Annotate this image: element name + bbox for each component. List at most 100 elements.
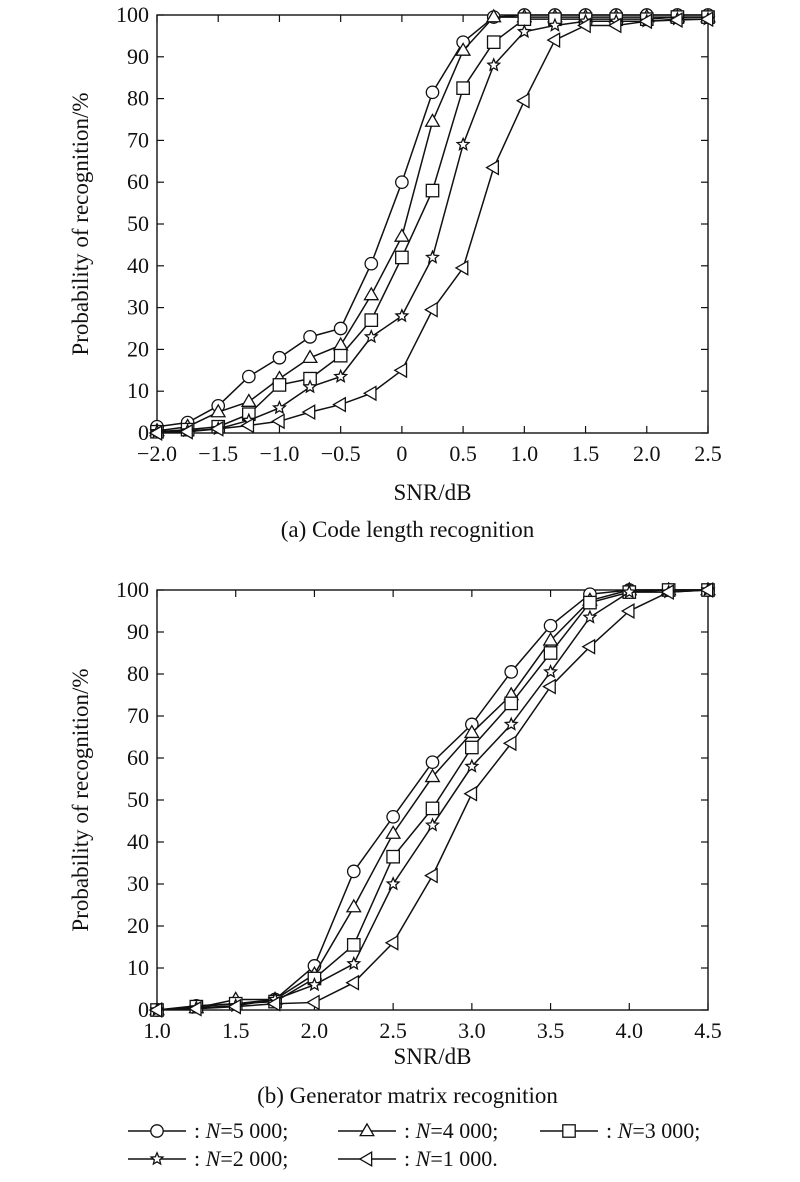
legend-entry: : N=5 000; [128, 1118, 288, 1143]
x-tick-label: 4.0 [616, 1018, 644, 1043]
data-point [464, 758, 480, 773]
data-point [543, 646, 558, 660]
y-tick-label: 30 [127, 871, 149, 896]
y-tick-label: 40 [127, 829, 149, 854]
data-point [486, 35, 501, 50]
data-point [485, 159, 500, 176]
data-point [455, 136, 471, 151]
y-tick-label: 60 [127, 745, 149, 770]
y-tick-label: 50 [127, 211, 149, 236]
data-point [333, 368, 349, 383]
data-point [303, 330, 317, 344]
legend-entry: : N=2 000; [128, 1146, 288, 1171]
data-point [363, 286, 380, 301]
series-square [150, 10, 715, 439]
data-point [395, 175, 409, 190]
data-point [607, 17, 622, 34]
legend-value: =4 000; [430, 1118, 498, 1143]
data-point [486, 57, 502, 72]
x-tick-label: 2.5 [694, 441, 722, 466]
series-line [156, 16, 708, 432]
data-point [424, 301, 438, 318]
data-point [346, 955, 362, 971]
data-point [425, 183, 440, 198]
data-point [306, 994, 320, 1011]
data-point [272, 350, 287, 365]
legend: : N=5 000;: N=4 000;: N=3 000;: N=2 000;… [128, 1118, 700, 1171]
series-line [156, 16, 708, 433]
data-point [577, 17, 591, 34]
data-point [393, 362, 408, 379]
data-point [306, 976, 322, 992]
data-point [455, 42, 472, 56]
data-point [210, 403, 227, 418]
y-tick-label: 90 [127, 44, 149, 69]
x-tick-label: 4.5 [694, 1018, 722, 1043]
legend-entry: : N=3 000; [540, 1118, 700, 1143]
data-point [395, 250, 409, 265]
legend-value: =3 000; [632, 1118, 700, 1143]
series-circle [150, 583, 715, 1017]
y-tick-label: 90 [127, 619, 149, 644]
y-tick-label: 100 [116, 577, 149, 602]
data-point [271, 413, 285, 430]
y-tick-label: 10 [127, 378, 149, 403]
x-tick-label: −1.5 [198, 441, 238, 466]
x-tick-label: −0.5 [321, 441, 361, 466]
data-point [272, 378, 287, 392]
y-tick-label: 100 [116, 2, 149, 27]
data-point [148, 1002, 163, 1018]
plot-frame [156, 589, 709, 1011]
data-point [424, 867, 438, 884]
data-point [465, 740, 479, 755]
plot-frame [156, 14, 709, 434]
data-point [148, 425, 163, 441]
y-tick-label: 10 [127, 955, 149, 980]
data-point [504, 696, 519, 711]
legend-entry: : N=4 000; [338, 1118, 498, 1143]
data-point [543, 618, 558, 633]
series-line [156, 589, 709, 1011]
chart-a: −2.0 −1.5 −1.0 −0.5 0 0.5 1.0 1.5 2.0 2.5 0 10 20 30 4… [68, 2, 722, 542]
legend-var: N [415, 1146, 432, 1171]
data-point [302, 349, 319, 364]
data-point [266, 995, 281, 1012]
data-point [515, 92, 530, 109]
legend-marker [149, 1151, 165, 1166]
data-point [345, 974, 360, 991]
data-point [542, 631, 559, 646]
x-tick-label: −2.0 [137, 441, 177, 466]
y-tick-label: 0 [138, 997, 149, 1022]
x-tick-label: 1.0 [511, 441, 539, 466]
legend-var: N [205, 1146, 222, 1171]
y-tick-label: 20 [127, 336, 149, 361]
legend-value: =5 000; [220, 1118, 288, 1143]
series-line [156, 18, 709, 434]
legend-prefix: : [404, 1118, 416, 1143]
x-tick-label: 1.0 [143, 1018, 171, 1043]
y-tick-label: 50 [127, 787, 149, 812]
legend-prefix: : [404, 1146, 416, 1171]
data-point [240, 393, 257, 407]
legend-var: N [617, 1118, 634, 1143]
legend-prefix: : [194, 1118, 206, 1143]
data-point [699, 582, 714, 598]
data-point [504, 665, 519, 679]
legend-label: : N=3 000; [606, 1118, 700, 1143]
x-tick-label: 1.5 [222, 1018, 250, 1043]
data-point [302, 379, 318, 394]
x-axis-label: SNR/dB [394, 480, 472, 505]
data-point [346, 938, 361, 952]
data-point [621, 584, 637, 599]
data-point [543, 664, 559, 679]
y-tick-label: 80 [127, 86, 149, 111]
data-point [333, 348, 348, 363]
data-point [394, 308, 410, 323]
data-point [463, 785, 478, 802]
data-point [546, 32, 561, 49]
data-point [516, 23, 532, 39]
series-star [149, 582, 716, 1017]
data-point [385, 876, 401, 891]
y-tick-label: 80 [127, 661, 149, 686]
